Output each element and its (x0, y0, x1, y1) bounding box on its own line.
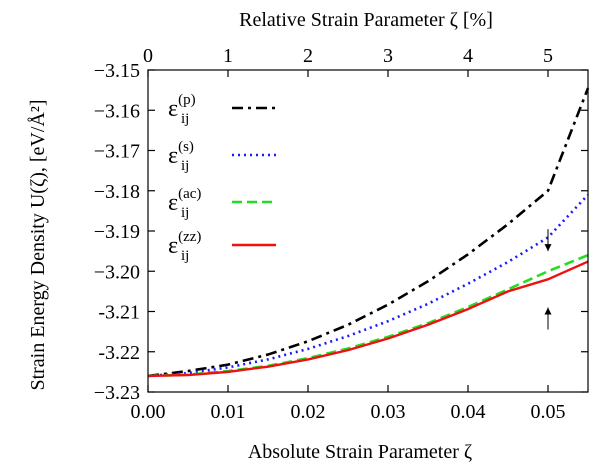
legend-p-superscript: (p) (178, 92, 196, 108)
y-tick-label-1: −3.16 (94, 100, 140, 122)
x-tick-label-3: 0.03 (371, 401, 406, 423)
annotation-arrow-up-head (544, 307, 552, 315)
series-line-s (147, 193, 589, 378)
legend-ac-label: ε(ac) (168, 186, 201, 216)
legend-ac-symbol: ε (168, 190, 178, 216)
y-tick-label-0: −3.15 (94, 60, 140, 82)
legend-s-symbol: ε (168, 143, 178, 169)
x2-axis-title: Relative Strain Parameter ζ [%] (239, 9, 493, 31)
x2-tick-label-4: 4 (463, 45, 473, 67)
x-axis-title: Absolute Strain Parameter ζ (248, 441, 472, 463)
legend-zz-subscript: ij (181, 248, 189, 264)
series-line-zz (147, 260, 589, 378)
legend-p-label: ε(p) (168, 92, 196, 122)
x2-tick-label-5: 5 (543, 45, 553, 67)
x-tick-label-1: 0.01 (211, 401, 246, 423)
legend-ac-subscript: ij (181, 205, 189, 221)
legend-s: ε(s)ij (168, 139, 276, 174)
legend-ac: ε(ac)ij (168, 186, 276, 221)
legend-p-symbol: ε (168, 96, 178, 122)
x2-tick-label-0: 0 (143, 45, 153, 67)
x2-tick-label-2: 2 (303, 45, 313, 67)
legend-zz: ε(zz)ij (168, 229, 276, 264)
legend-s-superscript: (s) (178, 139, 194, 155)
x2-tick-label-3: 3 (383, 45, 393, 67)
x-tick-label-5: 0.05 (531, 401, 566, 423)
y-tick-label-3: −3.18 (94, 181, 140, 203)
legend-p: ε(p)ij (168, 92, 276, 127)
y-tick-label-2: −3.17 (94, 141, 140, 163)
axes-layer: 0.00 0.01 0.02 0.03 0.04 0.05 0 1 2 3 4 5 −3.15 −3.16… (94, 45, 589, 423)
legend-zz-symbol: ε (168, 233, 178, 259)
x2-tick-label-1: 1 (223, 45, 233, 67)
annotation-arrow-down-head (544, 244, 552, 252)
y-axis-title: Strain Energy Density U(ζ), [eV/Å²] (27, 99, 49, 390)
y-tick-label-8: −3.23 (94, 382, 140, 404)
legend-zz-superscript: (zz) (178, 229, 201, 245)
series-line-p (147, 87, 590, 378)
legend-p-subscript: ij (181, 111, 189, 127)
annotation-layer (544, 229, 552, 330)
series-layer (147, 87, 590, 378)
x-tick-label-4: 0.04 (451, 401, 486, 423)
y-tick-label-6: -3.21 (98, 302, 140, 324)
x-tick-label-0: 0.00 (131, 401, 166, 423)
y-tick-label-7: -3.22 (98, 342, 140, 364)
legend-zz-label: ε(zz) (168, 229, 201, 259)
y-tick-label-5: −3.20 (94, 261, 140, 283)
legend-s-subscript: ij (181, 158, 189, 174)
legend-ac-superscript: (ac) (178, 186, 201, 202)
legend: ε(p)ijε(s)ijε(ac)ijε(zz)ij (168, 92, 276, 264)
series-line-ac (147, 253, 589, 378)
x-tick-label-2: 0.02 (291, 401, 326, 423)
y-tick-label-4: −3.19 (94, 221, 140, 243)
legend-s-label: ε(s) (168, 139, 194, 169)
